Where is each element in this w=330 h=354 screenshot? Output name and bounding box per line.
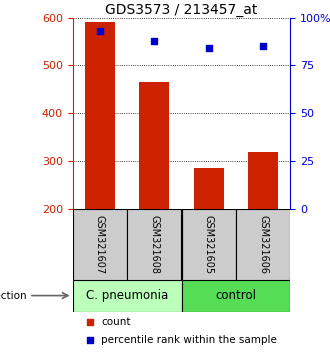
Title: GDS3573 / 213457_at: GDS3573 / 213457_at xyxy=(105,3,258,17)
Text: GSM321605: GSM321605 xyxy=(204,215,214,274)
Point xyxy=(87,320,93,325)
Bar xyxy=(182,280,290,312)
Bar xyxy=(248,152,278,209)
Bar xyxy=(236,209,290,280)
Text: GSM321608: GSM321608 xyxy=(149,215,159,274)
Point xyxy=(97,28,102,34)
Bar xyxy=(73,209,127,280)
Point xyxy=(206,45,211,51)
Text: count: count xyxy=(101,318,130,327)
Bar xyxy=(194,168,224,209)
Bar xyxy=(127,209,182,280)
Point xyxy=(260,44,266,49)
Text: GSM321607: GSM321607 xyxy=(95,215,105,274)
Text: infection: infection xyxy=(0,291,26,301)
Text: GSM321606: GSM321606 xyxy=(258,215,268,274)
Bar xyxy=(182,209,236,280)
Text: control: control xyxy=(215,289,256,302)
Bar xyxy=(85,23,115,209)
Point xyxy=(151,38,157,44)
Point xyxy=(87,337,93,342)
Text: C. pneumonia: C. pneumonia xyxy=(86,289,168,302)
Bar xyxy=(73,280,182,312)
Text: percentile rank within the sample: percentile rank within the sample xyxy=(101,335,277,344)
Bar xyxy=(139,82,169,209)
